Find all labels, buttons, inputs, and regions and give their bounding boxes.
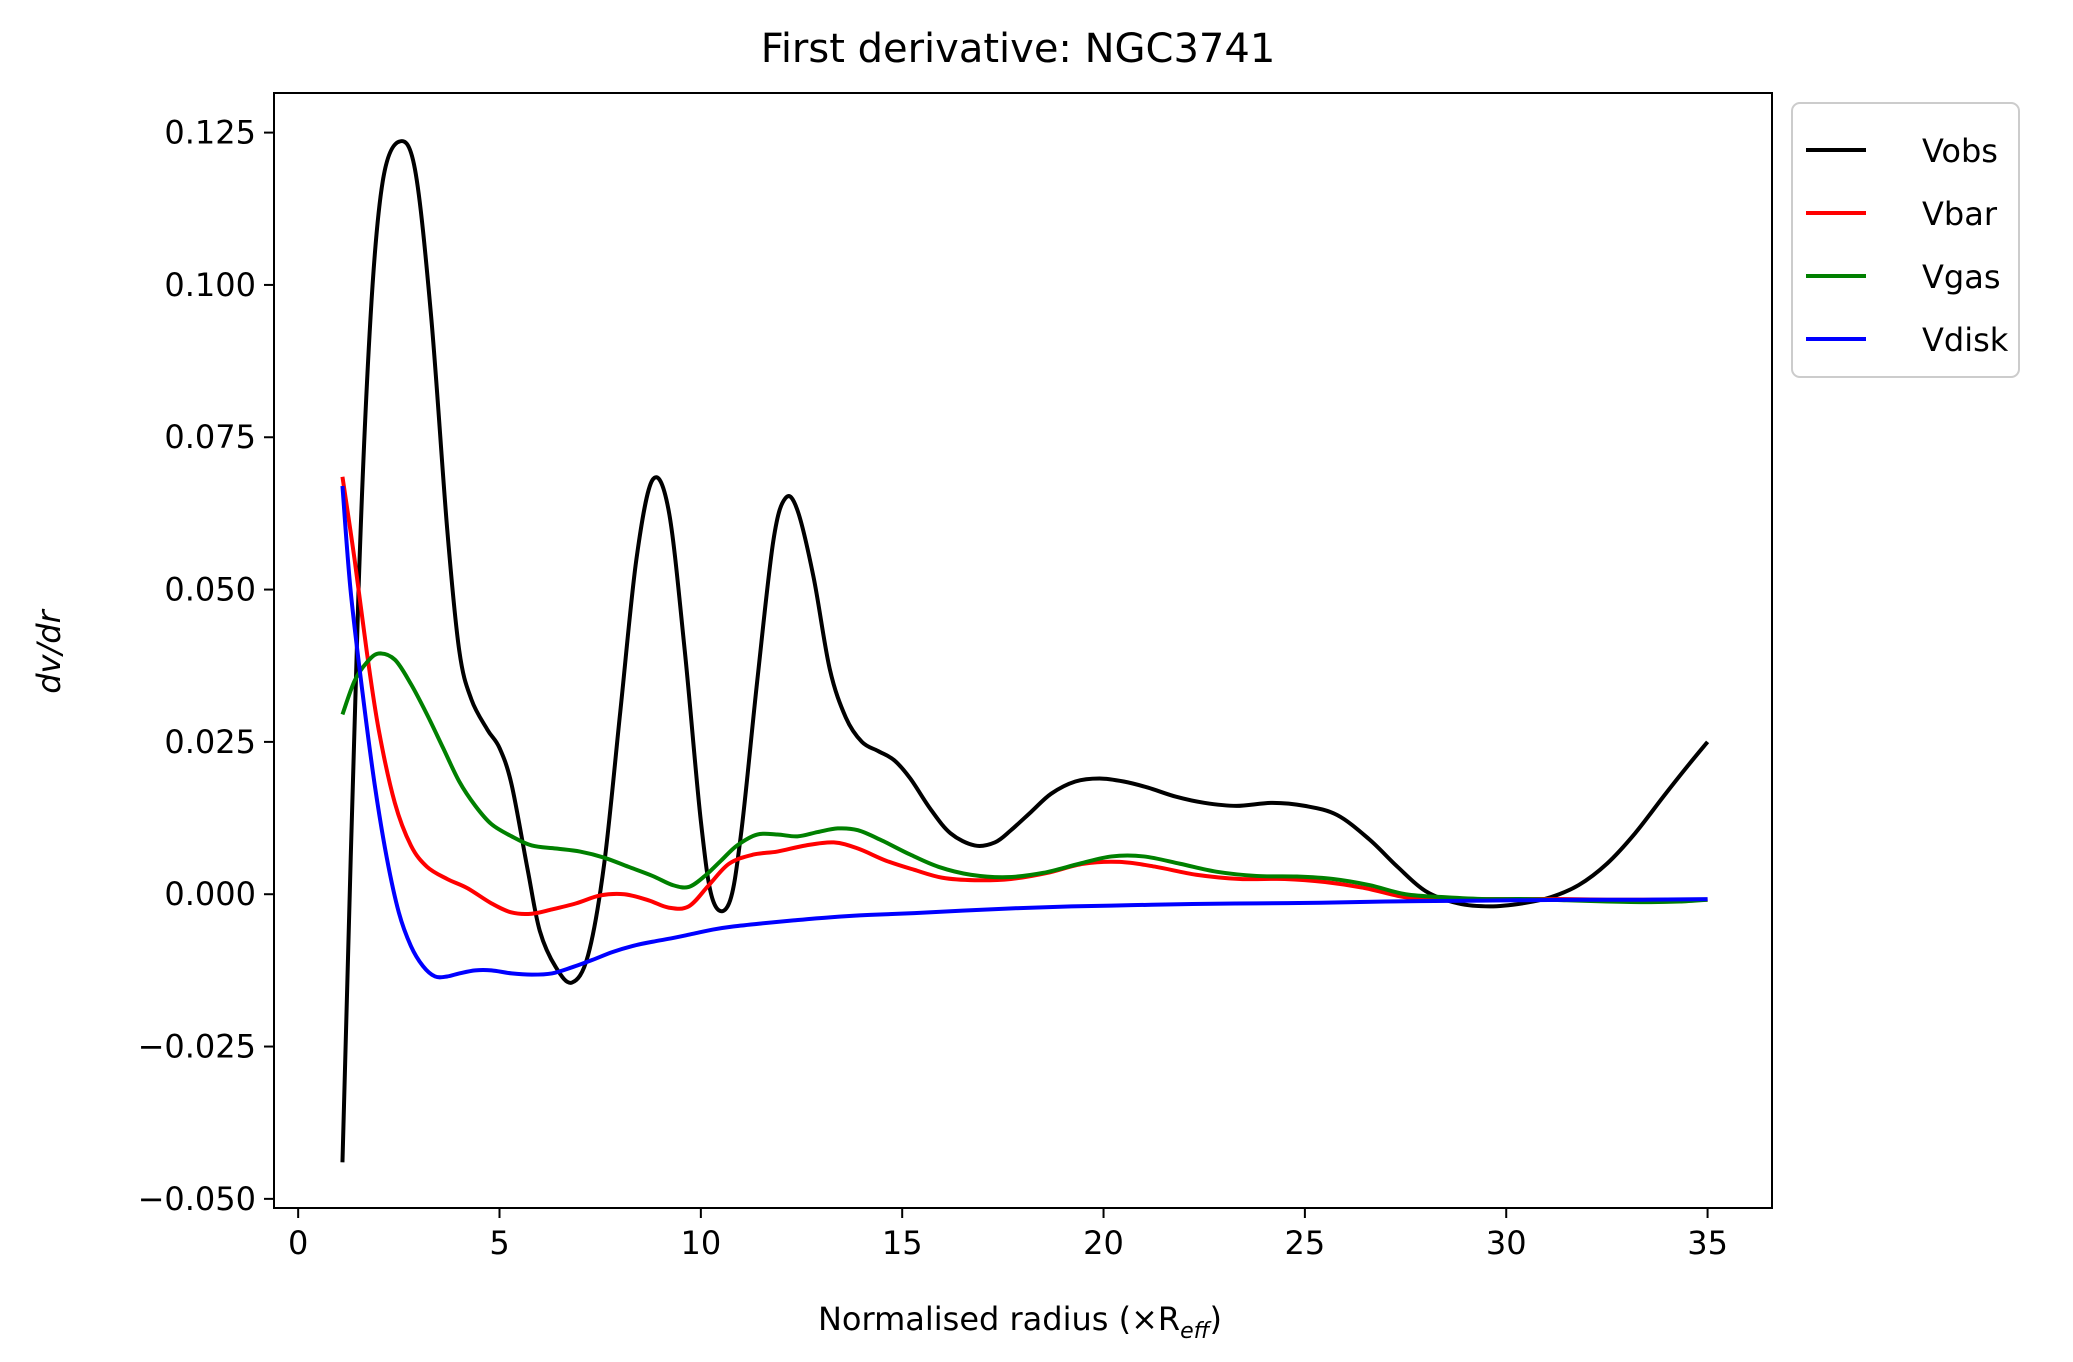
x-tick-label: 10 <box>680 1224 721 1262</box>
y-axis-label: dv/dr <box>30 608 68 693</box>
x-tick-label: 0 <box>288 1224 308 1262</box>
x-tick-label: 20 <box>1083 1224 1124 1262</box>
x-axis-label: Normalised radius (×Reff) <box>818 1300 1222 1344</box>
x-axis-label-main: Normalised radius (×R <box>818 1300 1180 1338</box>
y-tick-label: 0.125 <box>164 114 256 152</box>
y-tick-label: 0.100 <box>164 266 256 304</box>
y-tick-label: 0.050 <box>164 571 256 609</box>
legend-label-vdisk: Vdisk <box>1922 321 2009 359</box>
legend-label-vobs: Vobs <box>1922 132 1998 170</box>
legend-label-vgas: Vgas <box>1922 258 2000 296</box>
x-axis-label-suffix: ) <box>1210 1300 1222 1338</box>
y-tick-label: 0.000 <box>164 875 256 913</box>
x-tick-label: 35 <box>1687 1224 1728 1262</box>
x-tick-label: 25 <box>1285 1224 1326 1262</box>
y-tick-label: 0.025 <box>164 723 256 761</box>
legend-label-vbar: Vbar <box>1922 195 1998 233</box>
y-tick-label: 0.075 <box>164 418 256 456</box>
y-tick-label: −0.050 <box>138 1180 256 1218</box>
legend: Vobs Vbar Vgas Vdisk <box>1792 103 2019 377</box>
x-tick-label: 30 <box>1486 1224 1527 1262</box>
y-tick-label: −0.025 <box>138 1028 256 1066</box>
chart-title: First derivative: NGC3741 <box>761 26 1276 72</box>
x-axis-label-subscript: eff <box>1180 1319 1212 1344</box>
x-tick-label: 5 <box>489 1224 509 1262</box>
x-tick-label: 15 <box>882 1224 923 1262</box>
